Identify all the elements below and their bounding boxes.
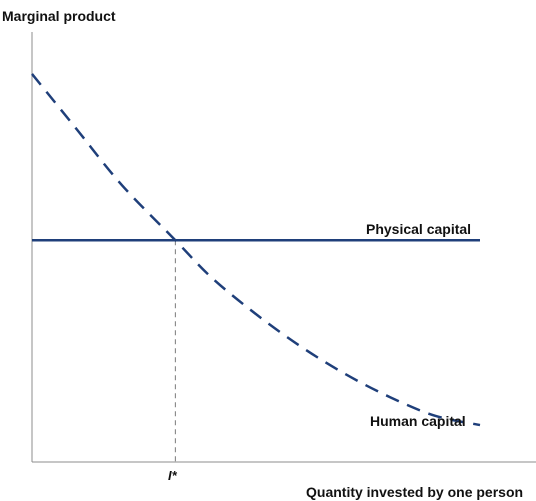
series-label-human-capital: Human capital <box>370 413 466 429</box>
series-line-human-capital <box>31 73 481 427</box>
x-tick-label-istar: I* <box>168 468 178 483</box>
series-label-physical-capital: Physical capital <box>366 221 471 237</box>
x-axis-label: Quantity invested by one person <box>306 484 523 500</box>
plot-area <box>31 73 481 462</box>
y-axis-label: Marginal product <box>2 8 116 24</box>
